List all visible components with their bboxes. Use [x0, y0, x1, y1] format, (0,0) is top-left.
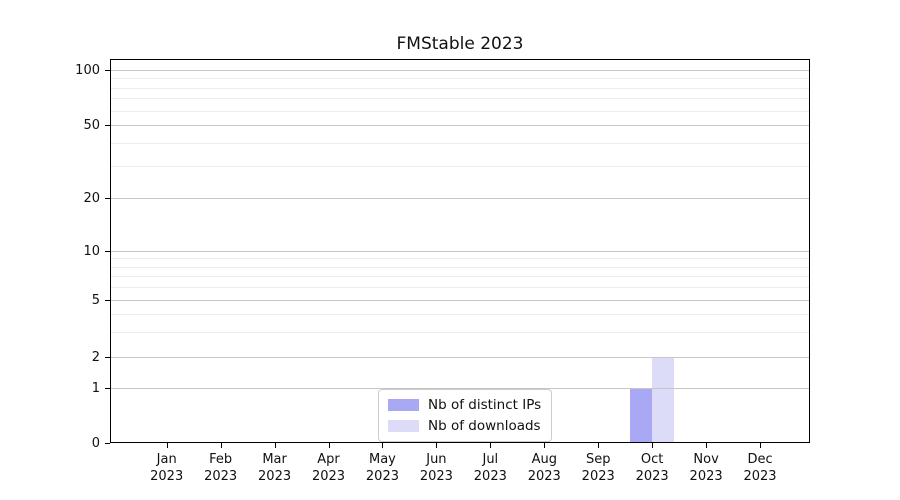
- x-tick-label: May 2023: [352, 451, 412, 485]
- x-tick-mark: [544, 443, 546, 448]
- major-gridline: [111, 70, 809, 71]
- x-tick-month: Feb: [209, 452, 233, 467]
- x-tick-month: Jun: [426, 452, 447, 467]
- minor-gridline: [111, 165, 809, 167]
- minor-gridline: [111, 276, 809, 278]
- minor-gridline: [111, 266, 809, 268]
- major-gridline: [111, 198, 809, 199]
- x-tick-label: Apr 2023: [299, 451, 359, 485]
- y-tick-mark: [105, 70, 110, 71]
- y-tick-mark: [105, 198, 110, 199]
- x-tick-year: 2023: [581, 469, 615, 484]
- major-gridline: [111, 300, 809, 301]
- x-tick-year: 2023: [743, 469, 777, 484]
- minor-gridline: [111, 258, 809, 260]
- x-tick-label: Jun 2023: [406, 451, 466, 485]
- legend-item-downloads: Nb of downloads: [388, 418, 541, 434]
- x-tick-month: Mar: [262, 452, 287, 467]
- y-tick-mark: [105, 443, 110, 444]
- y-tick-label: 100: [75, 63, 100, 78]
- x-tick-mark: [382, 443, 384, 448]
- x-tick-label: Mar 2023: [245, 451, 305, 485]
- x-tick-mark: [220, 443, 222, 448]
- x-tick-month: Oct: [640, 452, 664, 467]
- x-tick-year: 2023: [527, 469, 561, 484]
- x-tick-month: Jan: [156, 452, 177, 467]
- x-tick-year: 2023: [204, 469, 238, 484]
- y-tick-label: 10: [83, 244, 100, 259]
- x-tick-month: Nov: [693, 452, 719, 467]
- plot-area: [110, 59, 810, 443]
- x-tick-year: 2023: [635, 469, 669, 484]
- x-tick-mark: [652, 443, 654, 448]
- x-tick-year: 2023: [473, 469, 507, 484]
- bar-nb-of-downloads: [652, 357, 674, 442]
- x-tick-year: 2023: [365, 469, 399, 484]
- y-tick-mark: [105, 357, 110, 358]
- major-gridline: [111, 125, 809, 126]
- bar-nb-of-distinct-ips: [630, 388, 652, 442]
- y-tick-mark: [105, 388, 110, 389]
- x-tick-mark: [706, 443, 708, 448]
- x-tick-mark: [598, 443, 600, 448]
- x-tick-mark: [328, 443, 330, 448]
- x-tick-label: Sep 2023: [568, 451, 628, 485]
- major-gridline: [111, 251, 809, 252]
- major-gridline: [111, 357, 809, 358]
- x-tick-year: 2023: [258, 469, 292, 484]
- minor-gridline: [111, 142, 809, 144]
- x-tick-month: Dec: [747, 452, 773, 467]
- y-tick-mark: [105, 125, 110, 126]
- x-tick-month: Apr: [317, 452, 340, 467]
- chart-title: FMStable 2023: [396, 34, 524, 54]
- minor-gridline: [111, 87, 809, 89]
- x-tick-year: 2023: [419, 469, 453, 484]
- x-tick-mark: [436, 443, 438, 448]
- legend-swatch-distinct-ips: [388, 399, 419, 411]
- x-tick-mark: [274, 443, 276, 448]
- x-tick-year: 2023: [689, 469, 723, 484]
- x-tick-month: May: [369, 452, 396, 467]
- x-tick-mark: [166, 443, 168, 448]
- x-tick-year: 2023: [311, 469, 346, 484]
- y-tick-label: 0: [91, 436, 100, 451]
- minor-gridline: [111, 110, 809, 112]
- y-tick-mark: [105, 251, 110, 252]
- x-tick-mark: [490, 443, 492, 448]
- x-tick-month: Jul: [482, 452, 499, 467]
- x-tick-label: Jan 2023: [137, 451, 197, 485]
- x-tick-label: Dec 2023: [730, 451, 790, 485]
- x-tick-label: Jul 2023: [460, 451, 520, 485]
- minor-gridline: [111, 313, 809, 315]
- x-tick-label: Feb 2023: [191, 451, 251, 485]
- minor-gridline: [111, 98, 809, 100]
- x-tick-month: Sep: [585, 452, 611, 467]
- legend-label-downloads: Nb of downloads: [428, 418, 541, 434]
- minor-gridline: [111, 331, 809, 333]
- legend-label-distinct-ips: Nb of distinct IPs: [428, 397, 542, 413]
- y-tick-label: 5: [91, 293, 100, 308]
- legend-swatch-downloads: [388, 420, 419, 432]
- y-tick-label: 1: [91, 381, 100, 396]
- x-tick-mark: [760, 443, 762, 448]
- x-tick-label: Nov 2023: [676, 451, 736, 485]
- y-tick-label: 20: [83, 191, 100, 206]
- minor-gridline: [111, 78, 809, 80]
- x-tick-month: Aug: [531, 452, 557, 467]
- x-tick-year: 2023: [150, 469, 184, 484]
- y-tick-label: 2: [91, 350, 100, 365]
- x-tick-label: Oct 2023: [622, 451, 682, 485]
- x-tick-label: Aug 2023: [514, 451, 574, 485]
- y-tick-label: 50: [83, 118, 100, 133]
- major-gridline: [111, 388, 809, 389]
- legend: Nb of distinct IPs Nb of downloads: [378, 389, 553, 442]
- legend-item-distinct-ips: Nb of distinct IPs: [388, 397, 541, 413]
- minor-gridline: [111, 287, 809, 289]
- y-tick-mark: [105, 300, 110, 301]
